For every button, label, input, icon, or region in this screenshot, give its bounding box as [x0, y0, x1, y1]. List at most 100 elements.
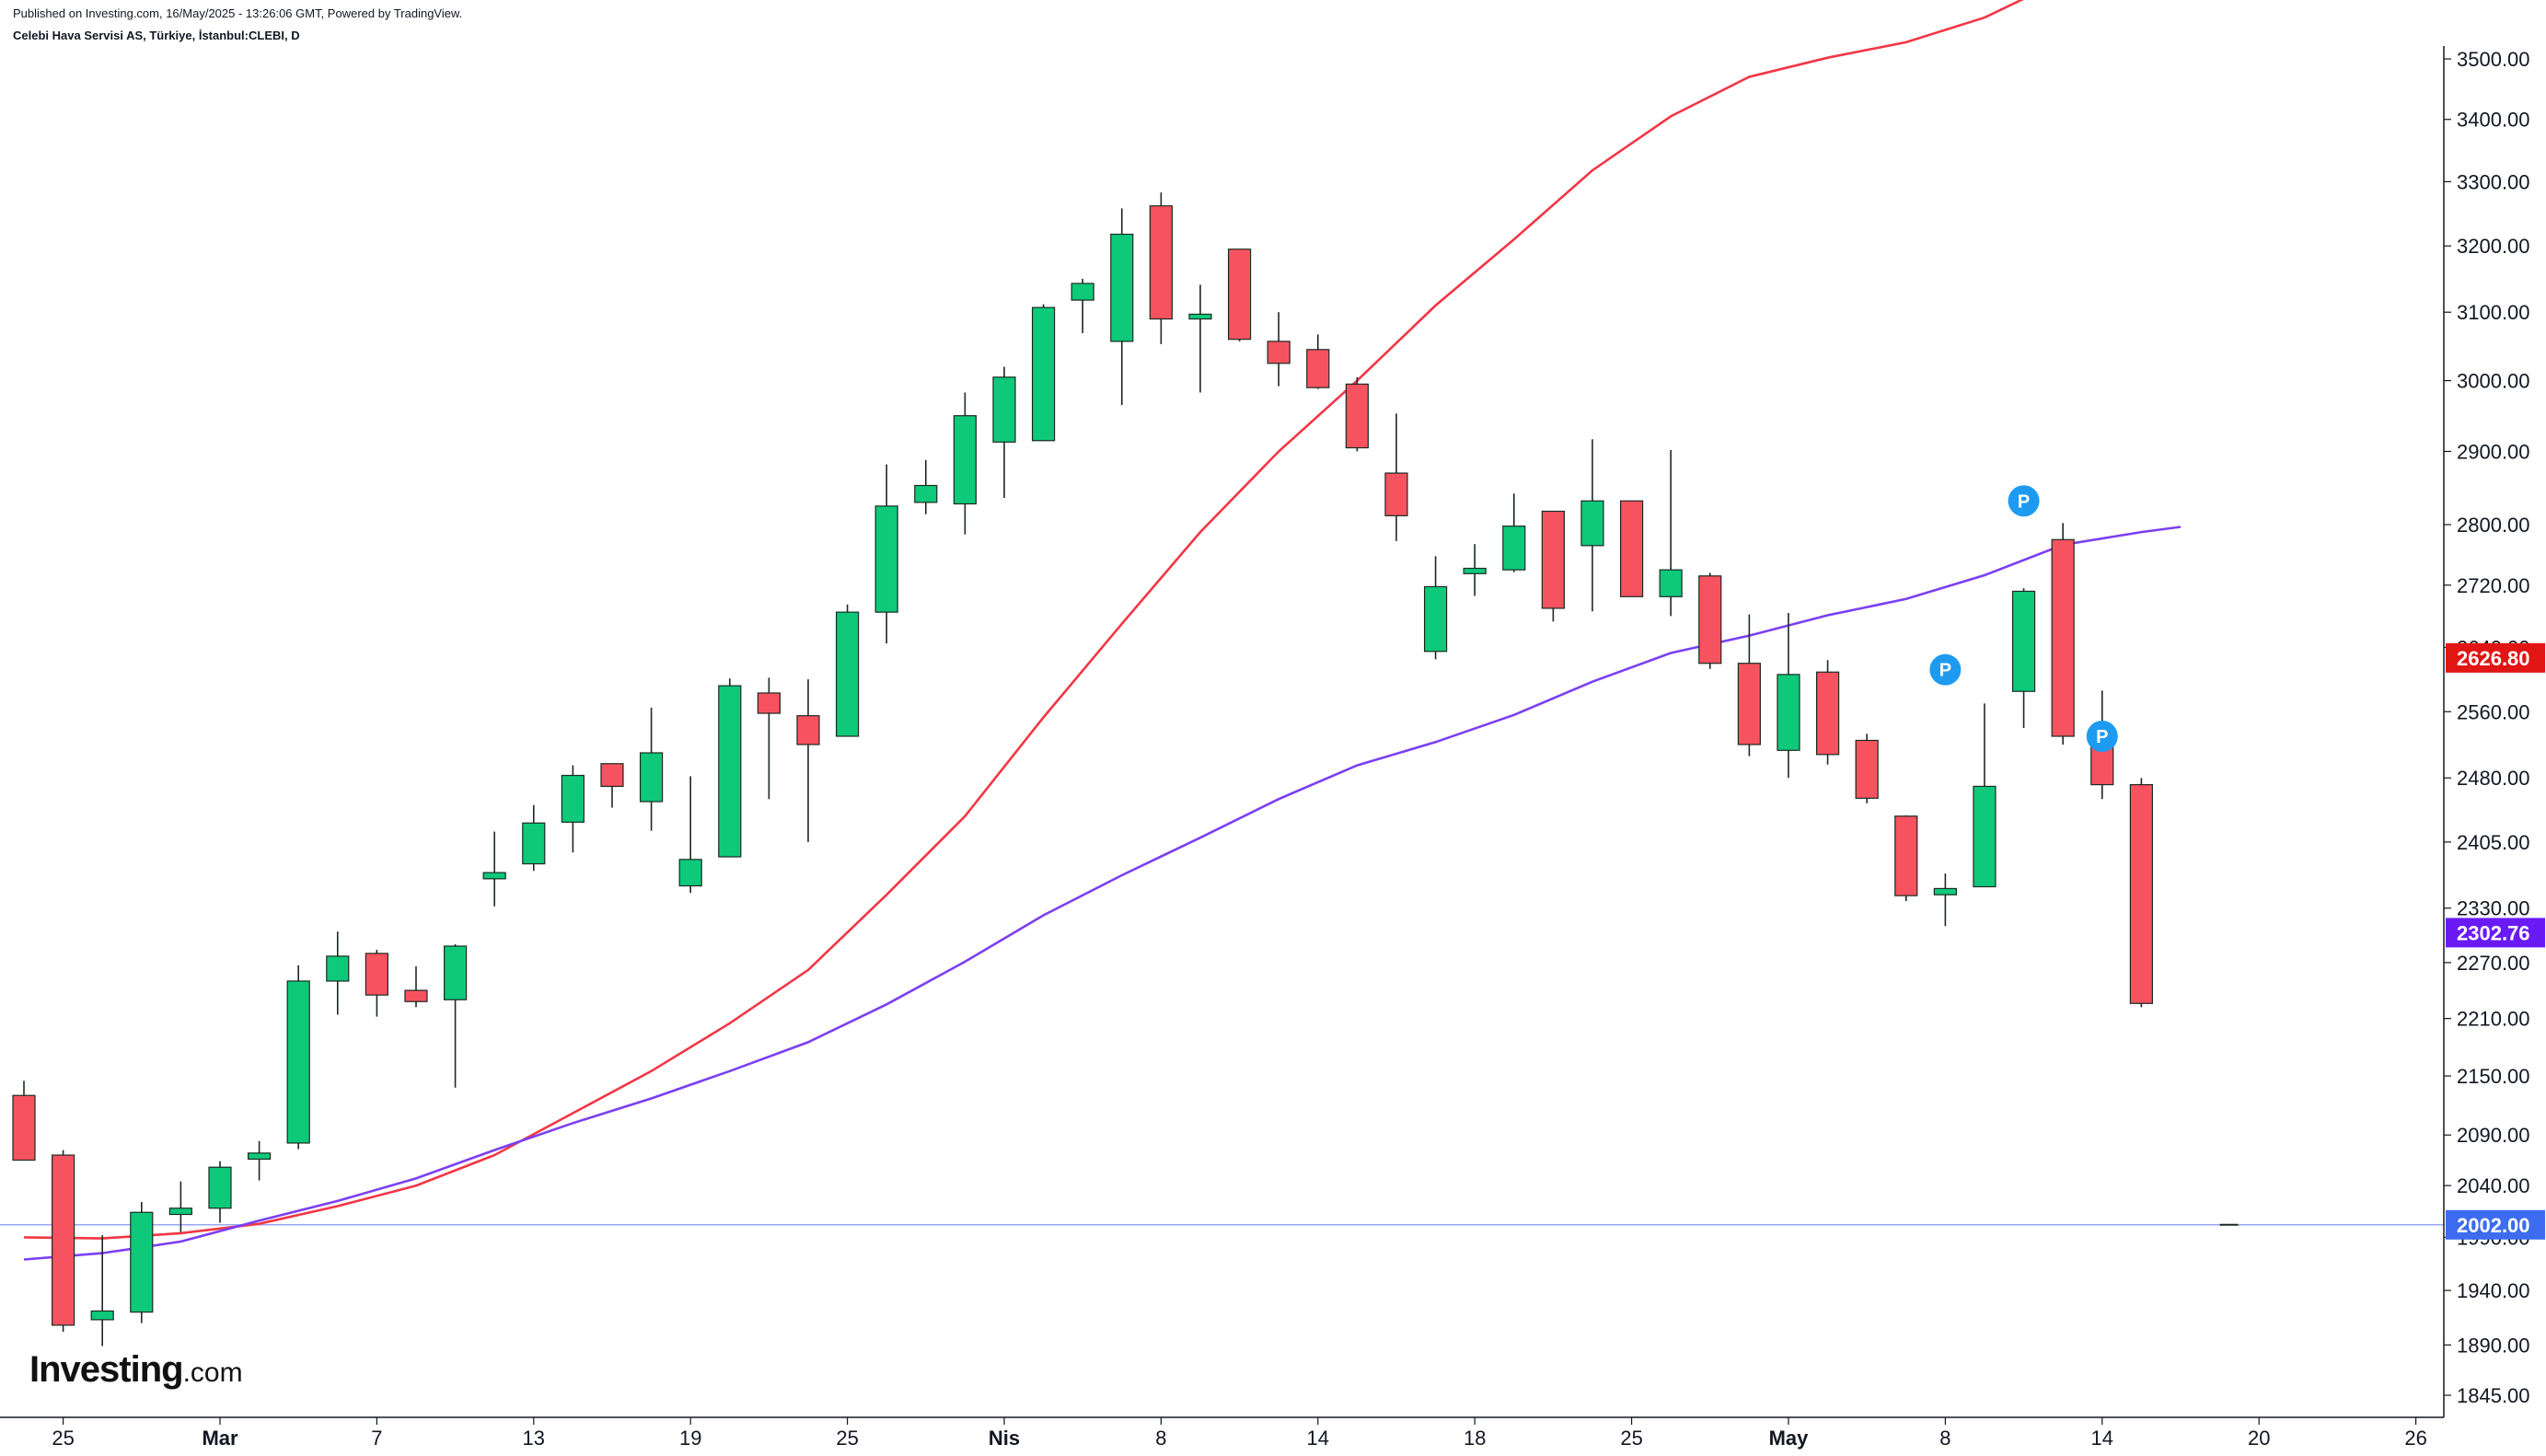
candle[interactable]: [1541, 510, 1566, 622]
candle[interactable]: [561, 765, 585, 853]
pivot-label: P: [2096, 727, 2108, 747]
candle[interactable]: [1267, 312, 1290, 387]
pivot-marker[interactable]: P: [2008, 485, 2040, 517]
y-tick-label: 1890.00: [2457, 1334, 2530, 1357]
candle[interactable]: [796, 679, 820, 842]
candle[interactable]: [914, 459, 938, 514]
candle[interactable]: [1698, 572, 1722, 669]
candle[interactable]: [1580, 439, 1604, 612]
candle[interactable]: [2051, 523, 2075, 745]
candle[interactable]: [1423, 556, 1448, 660]
candle[interactable]: [1737, 614, 1762, 757]
candle[interactable]: [1659, 449, 1683, 617]
candle[interactable]: [130, 1202, 154, 1323]
candle[interactable]: [168, 1181, 192, 1232]
pivot-marker[interactable]: P: [1929, 653, 1962, 686]
x-tick-label: 14: [2091, 1427, 2113, 1450]
candle-body-up: [1502, 526, 1526, 571]
candle[interactable]: [1933, 873, 1957, 927]
y-tick-label: 2090.00: [2457, 1124, 2530, 1147]
y-tick-label: 3400.00: [2457, 109, 2530, 132]
candles[interactable]: [12, 192, 2153, 1346]
x-tick-label: May: [1769, 1427, 1810, 1450]
candle[interactable]: [1110, 208, 1134, 406]
price-tag: 2626.80: [2446, 642, 2545, 673]
y-tick-label: 3100.00: [2457, 301, 2530, 324]
candle[interactable]: [1306, 334, 1330, 389]
candle[interactable]: [1227, 248, 1252, 341]
candle[interactable]: [90, 1235, 114, 1346]
candle[interactable]: [2012, 588, 2036, 729]
candle[interactable]: [1031, 304, 1056, 442]
candle-body-up: [1423, 585, 1448, 653]
candle[interactable]: [482, 831, 506, 907]
candle[interactable]: [286, 965, 310, 1150]
candle-body-up: [482, 872, 506, 880]
x-tick-label: 25: [836, 1427, 858, 1450]
candle[interactable]: [953, 392, 978, 535]
candle[interactable]: [522, 804, 546, 872]
moving-average-lines: [23, 0, 2181, 1261]
candle[interactable]: [1815, 660, 1840, 765]
pivot-markers[interactable]: P P P: [1929, 485, 2118, 752]
candle[interactable]: [678, 776, 702, 894]
candle[interactable]: [757, 677, 781, 800]
pivot-circle: [2086, 720, 2118, 752]
price-tag-label: 2626.80: [2457, 647, 2530, 670]
moving-average-line-1: [23, 0, 2024, 1240]
candle[interactable]: [1345, 376, 1370, 452]
x-tick-label: 20: [2248, 1427, 2270, 1450]
y-tick-label: 3300.00: [2457, 170, 2530, 193]
candle-body-down: [12, 1094, 36, 1161]
candle[interactable]: [2129, 778, 2153, 1008]
candle-body-up: [130, 1211, 154, 1313]
candle[interactable]: [1384, 413, 1408, 541]
y-tick-label: 2330.00: [2457, 897, 2530, 920]
price-tag-bg: [2446, 1209, 2545, 1240]
candle[interactable]: [639, 707, 664, 831]
candle[interactable]: [1894, 815, 1918, 901]
candle[interactable]: [12, 1080, 36, 1161]
candle[interactable]: [1855, 734, 1879, 803]
candle-body-up: [1973, 785, 1996, 888]
candle[interactable]: [600, 763, 624, 808]
candle[interactable]: [248, 1140, 272, 1181]
price-tag-label: 2002.00: [2457, 1214, 2530, 1237]
published-note: Published on Investing.com, 16/May/2025 …: [13, 6, 463, 20]
candle-body-up: [326, 955, 350, 982]
candle[interactable]: [365, 949, 388, 1017]
x-tick-label: 14: [1307, 1427, 1329, 1450]
candle[interactable]: [1463, 544, 1487, 596]
logo-text: Investing: [29, 1349, 184, 1390]
candle[interactable]: [444, 944, 468, 1088]
candle[interactable]: [326, 931, 350, 1015]
candle-body-up: [248, 1152, 272, 1161]
candle[interactable]: [1502, 493, 1526, 572]
axes[interactable]: 1845.001890.001940.001990.002040.002090.…: [0, 46, 2545, 1450]
candle[interactable]: [208, 1161, 232, 1223]
candle[interactable]: [874, 464, 898, 644]
candle-body-down: [2051, 538, 2075, 737]
candle-body-up: [718, 685, 742, 858]
pivot-marker[interactable]: P: [2086, 720, 2118, 752]
candle[interactable]: [1776, 612, 1800, 779]
candle[interactable]: [1149, 192, 1174, 344]
candle[interactable]: [835, 604, 860, 737]
y-tick-label: 2040.00: [2457, 1174, 2530, 1197]
candle[interactable]: [51, 1150, 75, 1332]
candle[interactable]: [1973, 703, 1996, 888]
candle[interactable]: [1619, 500, 1644, 597]
candle-body-down: [1149, 205, 1174, 320]
y-tick-label: 3500.00: [2457, 48, 2530, 71]
candle[interactable]: [1188, 284, 1212, 393]
logo-suffix: .com: [182, 1358, 243, 1388]
candle[interactable]: [1070, 278, 1094, 334]
candle[interactable]: [718, 678, 742, 858]
candle-body-up: [208, 1166, 232, 1209]
candle[interactable]: [992, 366, 1016, 499]
candle-body-down: [796, 715, 820, 745]
candle-body-up: [1110, 233, 1134, 342]
y-tick-label: 2480.00: [2457, 767, 2530, 790]
candle[interactable]: [404, 965, 428, 1008]
